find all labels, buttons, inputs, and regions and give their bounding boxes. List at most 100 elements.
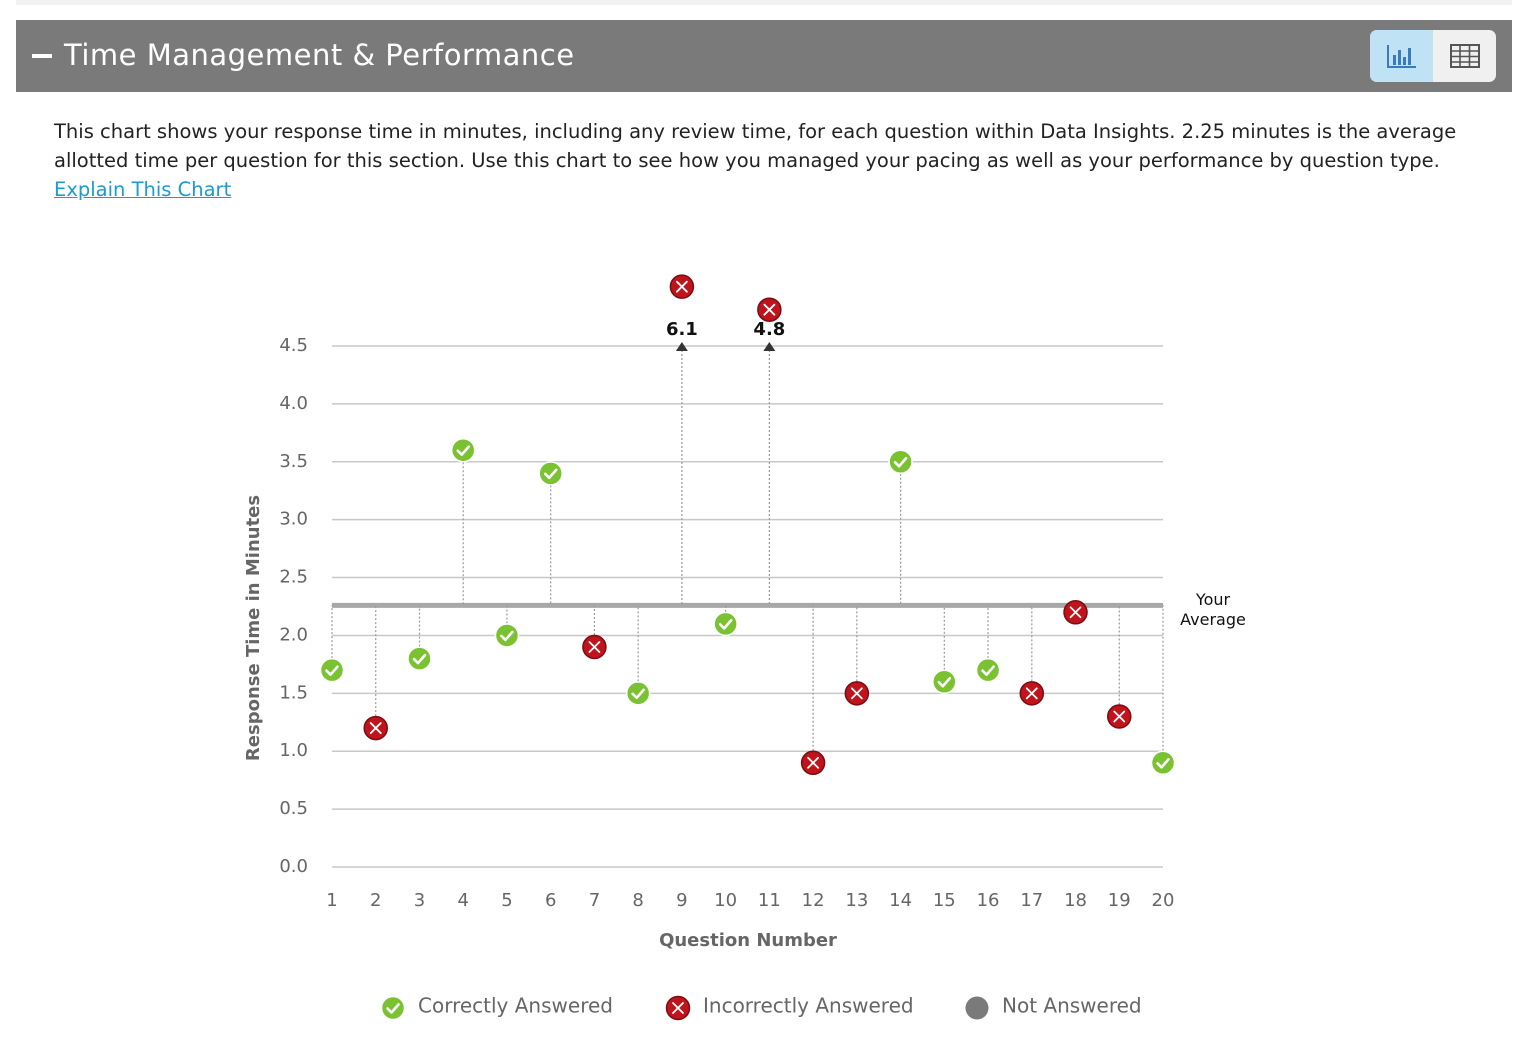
marker-icon	[665, 995, 691, 1021]
data-point	[713, 605, 738, 637]
marker-icon	[932, 669, 957, 695]
cross-mark	[763, 303, 776, 316]
value-label: 6.1	[666, 319, 698, 340]
section-header: Time Management & Performance	[16, 20, 1512, 92]
cross-mark	[675, 280, 688, 293]
x-tick-label: 4	[457, 890, 468, 911]
view-toggle	[1370, 30, 1496, 82]
y-tick-label: 1.0	[279, 740, 308, 761]
marker-icon	[450, 437, 476, 463]
cross-mark	[369, 722, 382, 734]
y-tick-label: 4.0	[279, 393, 308, 414]
data-point	[1063, 600, 1088, 625]
cross-mark	[672, 1002, 684, 1014]
marker-icon	[713, 611, 738, 637]
chart-view-button[interactable]	[1370, 30, 1433, 82]
data-point	[1150, 605, 1176, 776]
explain-link[interactable]: Explain This Chart	[54, 178, 232, 201]
table-icon	[1449, 44, 1480, 68]
data-point	[932, 605, 957, 695]
x-tick-label: 8	[632, 890, 643, 911]
check-mark	[631, 688, 645, 700]
data-point	[363, 605, 388, 741]
marker-icon	[669, 274, 695, 299]
legend-item: Not Answered	[965, 994, 1142, 1020]
marker-circle	[888, 449, 913, 475]
data-point	[844, 605, 870, 706]
data-point	[538, 461, 563, 606]
y-tick-label: 4.5	[279, 335, 308, 356]
legend-label: Incorrectly Answered	[703, 994, 914, 1018]
x-tick-label: 1	[326, 890, 337, 911]
check-mark	[1156, 757, 1170, 769]
check-mark	[412, 653, 427, 665]
table-view-button[interactable]	[1433, 30, 1496, 82]
x-tick-label: 16	[977, 890, 1000, 911]
marker-icon	[407, 646, 432, 671]
data-point	[888, 449, 913, 606]
data-point	[625, 605, 651, 706]
description-text: This chart shows your response time in m…	[54, 120, 1457, 172]
marker-circle	[380, 995, 406, 1021]
data-point	[975, 605, 1001, 683]
data-point	[319, 605, 345, 683]
data-point	[407, 605, 432, 671]
cross-mark	[1113, 710, 1126, 723]
x-axis-title: Question Number	[659, 930, 837, 951]
data-point	[1019, 605, 1045, 706]
x-tick-label: 7	[589, 890, 600, 911]
off-scale-arrow	[675, 342, 688, 351]
x-tick-label: 6	[545, 890, 556, 911]
y-tick-label: 3.0	[279, 509, 308, 530]
off-scale-arrow	[763, 342, 776, 351]
marker-circle	[965, 996, 989, 1020]
x-tick-label: 9	[676, 890, 687, 911]
check-mark	[937, 676, 952, 688]
data-point	[1107, 605, 1132, 729]
check-mark	[543, 468, 558, 480]
marker-circle	[713, 611, 738, 637]
x-tick-label: 18	[1064, 890, 1087, 911]
data-point	[494, 605, 520, 648]
marker-icon	[1150, 750, 1176, 776]
x-tick-label: 5	[501, 890, 512, 911]
x-tick-label: 10	[714, 890, 737, 911]
marker-icon	[494, 623, 520, 648]
section-title: Time Management & Performance	[64, 38, 575, 72]
x-tick-label: 19	[1108, 890, 1131, 911]
data-point	[582, 605, 607, 660]
marker-icon	[1107, 704, 1132, 729]
y-axis-title: Response Time in Minutes	[243, 495, 264, 761]
marker-circle	[450, 437, 476, 463]
x-tick-label: 11	[758, 890, 781, 911]
collapse-button[interactable]	[32, 54, 52, 58]
marker-icon	[888, 449, 913, 475]
value-label: 4.8	[753, 319, 785, 340]
check-mark	[893, 456, 908, 468]
marker-circle	[407, 646, 432, 671]
y-tick-label: 1.5	[279, 682, 308, 703]
marker-icon	[582, 634, 607, 660]
data-point: 4.8	[753, 297, 785, 606]
cross-mark	[588, 641, 601, 653]
x-tick-label: 15	[933, 890, 956, 911]
cross-mark	[850, 687, 863, 700]
legend-label: Not Answered	[1002, 994, 1142, 1018]
data-point	[800, 605, 826, 776]
y-tick-label: 2.0	[279, 624, 308, 645]
x-tick-label: 14	[889, 890, 912, 911]
check-mark	[456, 445, 471, 457]
marker-icon	[975, 657, 1001, 683]
check-mark	[500, 630, 514, 642]
y-tick-label: 3.5	[279, 451, 308, 472]
x-tick-label: 17	[1020, 890, 1043, 911]
marker-icon	[363, 715, 388, 741]
marker-icon	[538, 461, 563, 486]
x-tick-label: 20	[1152, 890, 1175, 911]
check-mark	[386, 1003, 400, 1014]
check-mark	[718, 619, 733, 630]
marker-circle	[494, 623, 520, 648]
marker-icon	[319, 657, 345, 683]
